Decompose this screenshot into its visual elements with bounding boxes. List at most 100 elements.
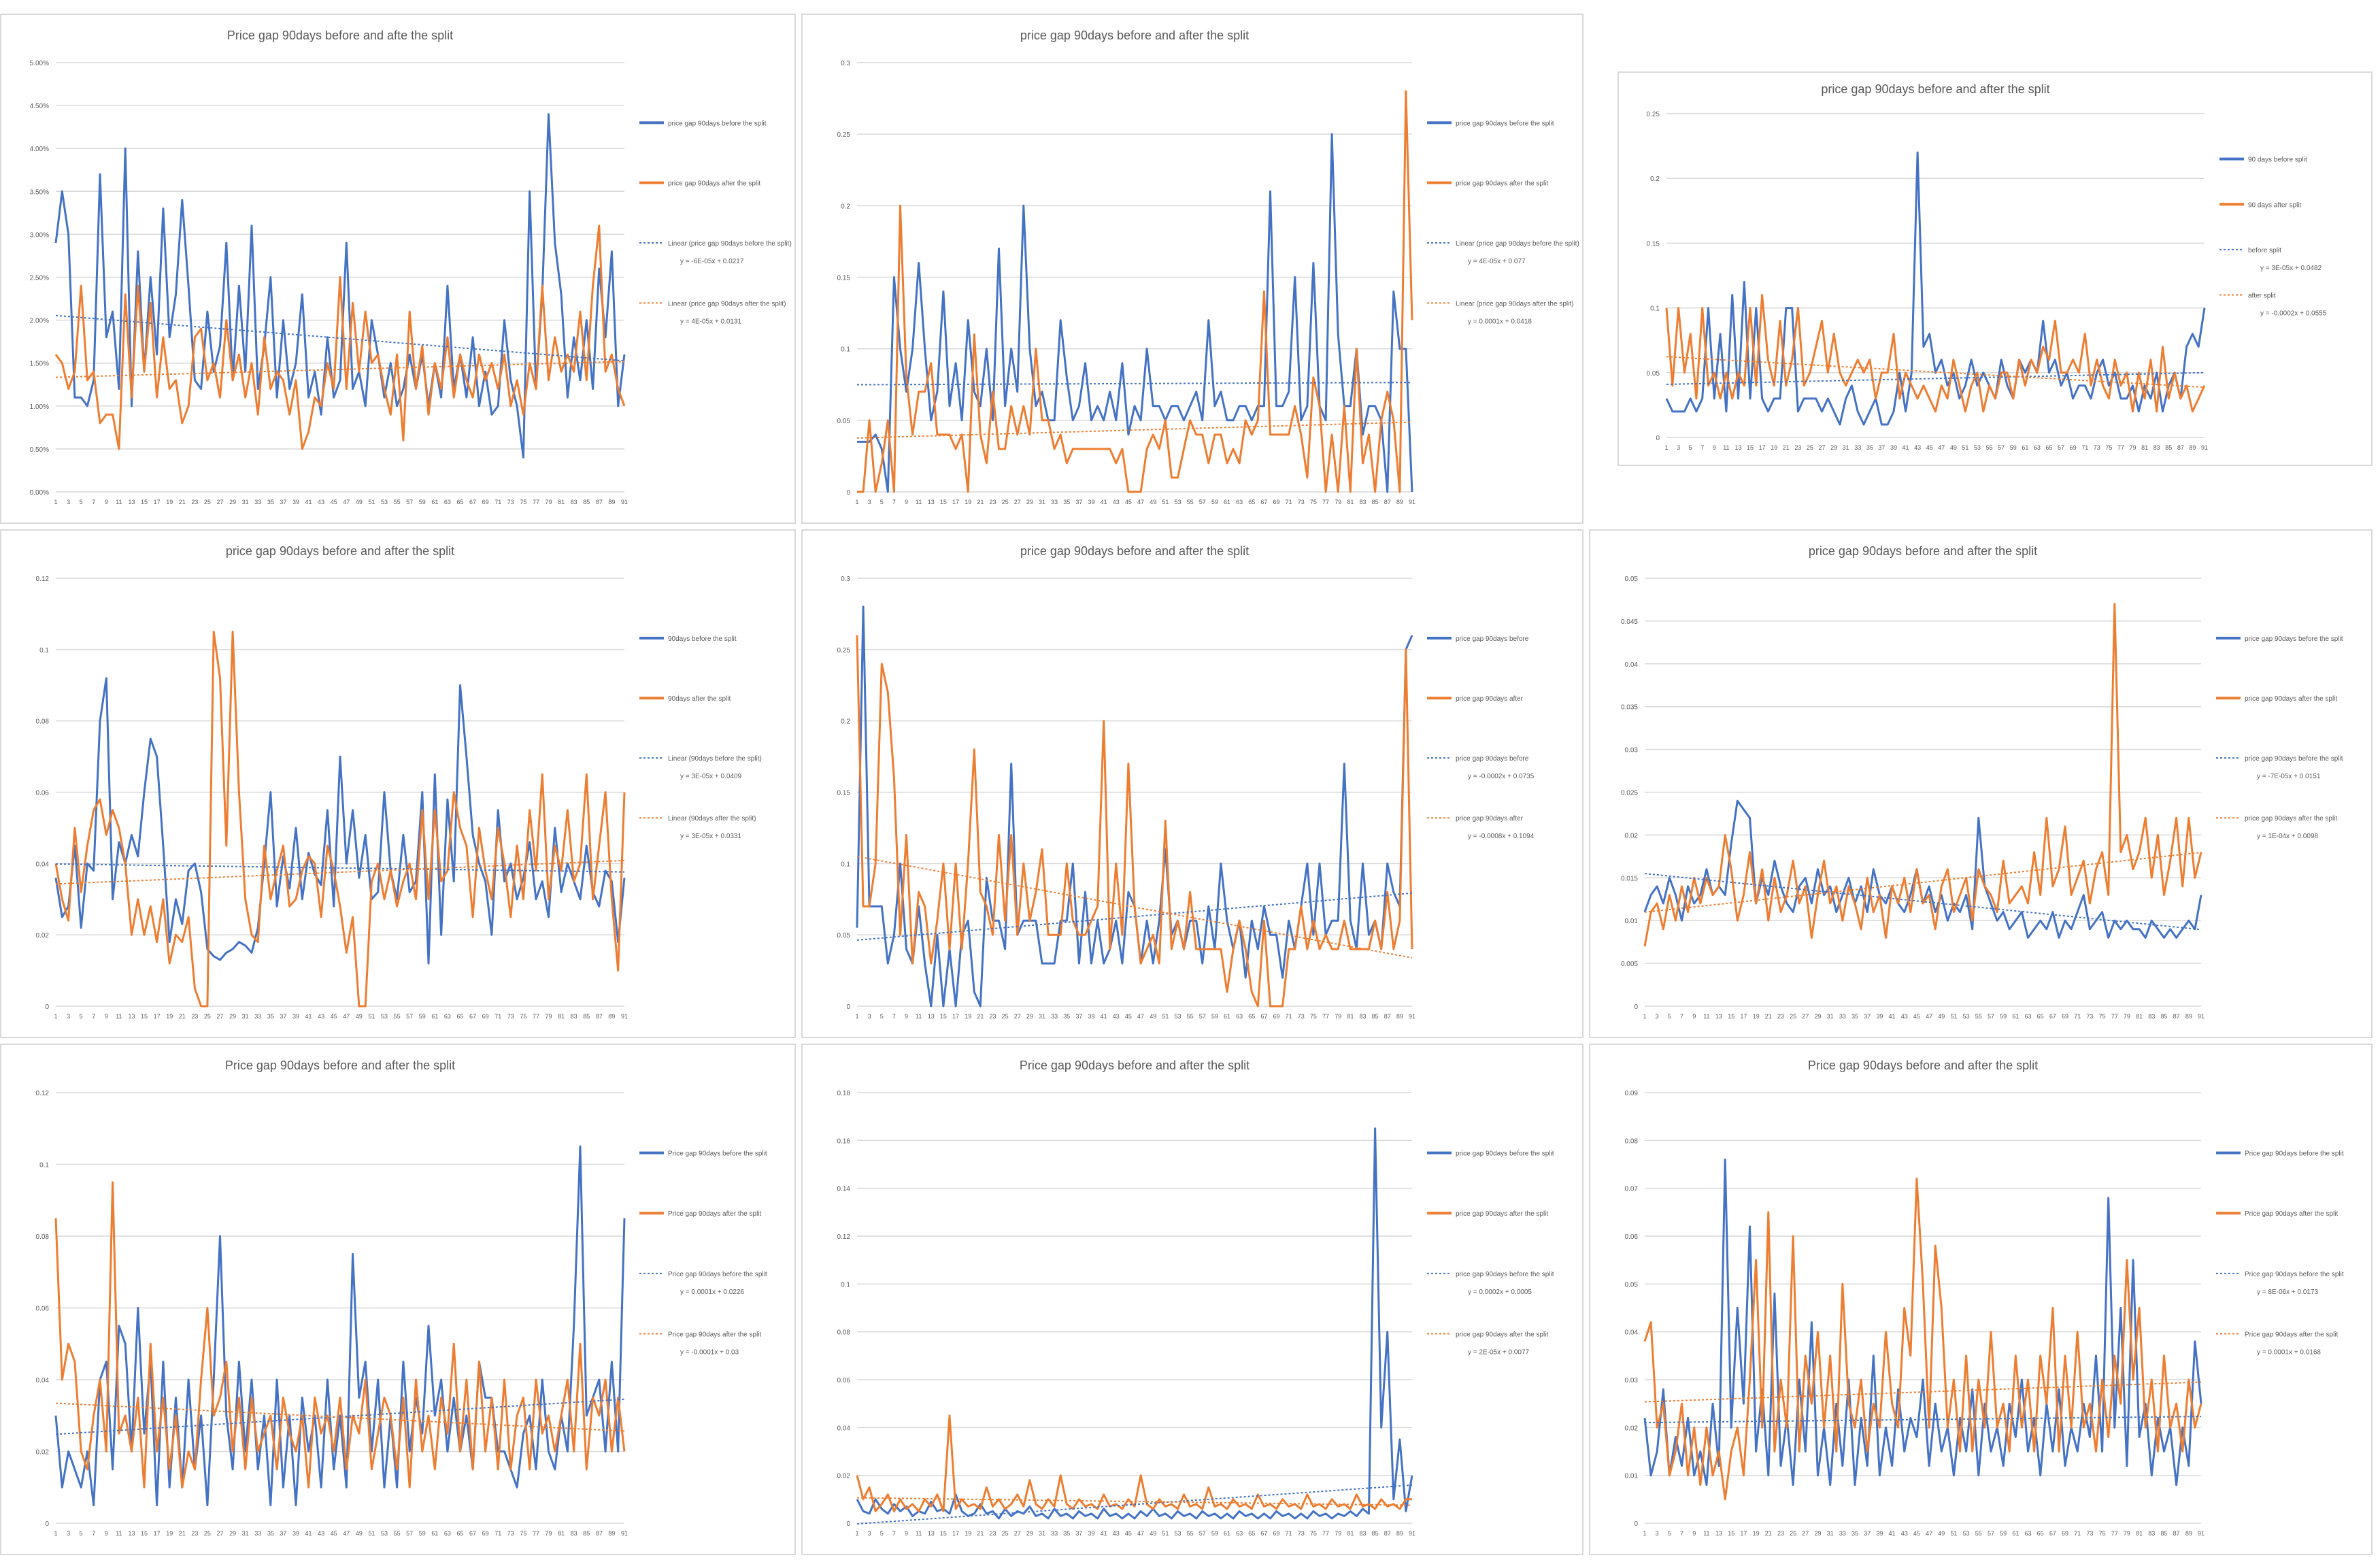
x-tick-label: 67 — [469, 1013, 476, 1020]
x-tick-label: 7 — [892, 1013, 896, 1020]
x-tick-label: 89 — [1396, 1013, 1403, 1020]
x-tick-label: 5 — [880, 499, 884, 505]
x-tick-label: 15 — [141, 1530, 148, 1537]
x-tick-label: 61 — [1224, 1013, 1230, 1020]
x-tick-label: 77 — [1322, 1013, 1329, 1020]
chart-title: Price gap 90days before and after the sp… — [1808, 1059, 2038, 1072]
x-tick-label: 19 — [166, 1530, 173, 1537]
x-tick-label: 63 — [444, 1530, 451, 1537]
x-tick-label: 51 — [1162, 499, 1169, 505]
x-tick-label: 5 — [80, 1530, 83, 1537]
x-tick-label: 75 — [1310, 499, 1317, 505]
x-tick-label: 47 — [1137, 1530, 1144, 1537]
x-tick-label: 15 — [1728, 1013, 1734, 1020]
x-tick-label: 13 — [128, 1013, 135, 1020]
trend-equation: y = 4E-05x + 0.0131 — [680, 318, 742, 325]
x-tick-label: 31 — [242, 1530, 249, 1537]
series-line-1 — [856, 1127, 1413, 1520]
x-tick-label: 57 — [1988, 1530, 1994, 1537]
x-tick-label: 33 — [254, 499, 261, 505]
x-tick-label: 79 — [1335, 499, 1341, 505]
x-tick-label: 7 — [92, 499, 95, 505]
y-tick-label: 0.015 — [1621, 875, 1638, 882]
y-tick-label: 4.00% — [30, 146, 49, 153]
x-tick-label: 13 — [128, 499, 135, 505]
series-line-1 — [857, 133, 1413, 493]
legend-label: price gap 90days before — [1456, 635, 1529, 643]
x-tick-label: 87 — [596, 1013, 603, 1020]
legend-label: 90days before the split — [668, 635, 737, 643]
trend-equation: y = 8E-06x + 0.0173 — [2257, 1289, 2319, 1296]
chart-panel-3: price gap 90days before and after the sp… — [1618, 71, 2373, 466]
x-tick-label: 69 — [482, 1013, 489, 1020]
x-tick-label: 33 — [1051, 1530, 1058, 1537]
y-tick-label: 0 — [846, 1521, 850, 1528]
x-tick-label: 57 — [1199, 1530, 1206, 1537]
x-tick-label: 53 — [1963, 1530, 1970, 1537]
x-tick-label: 81 — [2136, 1013, 2143, 1020]
y-tick-label: 0.02 — [837, 1473, 851, 1480]
x-tick-label: 47 — [343, 499, 350, 505]
x-tick-label: 13 — [928, 1013, 935, 1020]
y-tick-label: 0.02 — [36, 1449, 50, 1457]
x-tick-label: 77 — [533, 1013, 539, 1020]
chart-title: Price gap 90days before and afte the spl… — [227, 29, 453, 42]
x-tick-label: 61 — [431, 1530, 438, 1537]
y-tick-label: 0.08 — [1625, 1137, 1639, 1145]
trendline-2 — [1644, 1381, 2202, 1403]
x-tick-label: 39 — [292, 499, 299, 505]
x-tick-label: 73 — [1298, 1530, 1305, 1537]
x-tick-label: 41 — [1889, 1530, 1896, 1537]
legend-label: price gap 90days after the split — [2245, 695, 2337, 703]
x-tick-label: 25 — [204, 1013, 211, 1020]
x-tick-label: 11 — [1723, 444, 1729, 451]
x-tick-label: 79 — [1335, 1013, 1341, 1020]
x-tick-label: 35 — [1866, 444, 1873, 451]
legend-label: 90 days before split — [2248, 156, 2307, 164]
legend-trend-label: price gap 90days before the split — [1456, 1271, 1554, 1278]
chart-svg: Price gap 90days before and after the sp… — [1625, 1059, 2344, 1537]
x-tick-label: 15 — [940, 1530, 947, 1537]
trend-equation: y = 0.0001x + 0.0168 — [2257, 1348, 2321, 1356]
x-tick-label: 57 — [1988, 1013, 1994, 1020]
y-tick-label: 3.50% — [30, 188, 49, 196]
x-tick-label: 89 — [608, 1013, 615, 1020]
x-tick-label: 7 — [1680, 1013, 1683, 1020]
x-tick-label: 45 — [1125, 1530, 1132, 1537]
chart-svg: price gap 90days before and after the sp… — [837, 544, 1535, 1020]
x-tick-label: 9 — [1713, 444, 1716, 451]
y-tick-label: 0.3 — [841, 576, 850, 583]
x-tick-label: 87 — [2173, 1530, 2180, 1537]
x-tick-label: 59 — [1211, 1530, 1218, 1537]
legend-trend-label: Linear (price gap 90days before the spli… — [1456, 240, 1579, 248]
x-tick-label: 91 — [1409, 499, 1415, 505]
x-tick-label: 75 — [520, 1530, 526, 1537]
x-tick-label: 79 — [2130, 444, 2136, 451]
trend-equation: y = 2E-05x + 0.0077 — [1468, 1348, 1530, 1356]
x-tick-label: 15 — [940, 499, 947, 505]
legend-label: 90days after the split — [668, 695, 731, 703]
x-tick-label: 61 — [2012, 1530, 2019, 1537]
x-tick-label: 11 — [116, 1530, 122, 1537]
x-tick-label: 81 — [558, 1013, 565, 1020]
y-tick-label: 0.12 — [837, 1233, 851, 1241]
x-tick-label: 15 — [141, 499, 148, 505]
x-tick-label: 15 — [1728, 1530, 1734, 1537]
x-tick-label: 21 — [179, 499, 186, 505]
x-tick-label: 41 — [1903, 444, 1909, 451]
series-line-2 — [1643, 603, 2202, 947]
x-tick-label: 33 — [254, 1013, 261, 1020]
chart-svg: Price gap 90days before and after the sp… — [837, 1059, 1554, 1537]
y-tick-label: 0.25 — [1647, 111, 1660, 118]
x-tick-label: 63 — [1236, 1013, 1243, 1020]
x-tick-label: 63 — [2025, 1013, 2032, 1020]
x-tick-label: 79 — [2124, 1013, 2130, 1020]
x-tick-label: 47 — [1926, 1530, 1932, 1537]
x-tick-label: 45 — [1125, 1013, 1132, 1020]
y-tick-label: 0.25 — [837, 647, 851, 654]
x-tick-label: 37 — [1075, 1013, 1082, 1020]
x-tick-label: 89 — [1396, 499, 1403, 505]
legend-trend-label: Linear (90days after the split) — [668, 815, 756, 822]
x-tick-label: 19 — [166, 499, 173, 505]
x-tick-label: 25 — [1790, 1530, 1796, 1537]
